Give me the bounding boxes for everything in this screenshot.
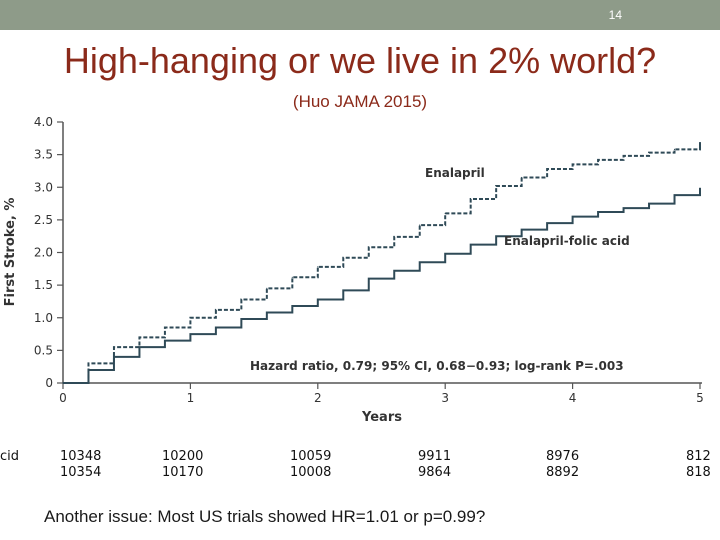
data-point <box>495 185 497 187</box>
data-point <box>521 176 523 179</box>
at-risk-table: cid 10348 10200 10059 9911 8976 812 10354 10170 1… <box>0 449 711 480</box>
at-risk-cell: 812 <box>686 449 711 464</box>
data-point <box>699 193 701 195</box>
series-label-enalapril-folic-acid: Enalapril-folic acid <box>504 234 630 248</box>
chart-series <box>62 142 701 384</box>
at-risk-cell: 8892 <box>546 465 579 480</box>
y-tick-label: 2.5 <box>34 213 53 227</box>
at-risk-cell: 10059 <box>290 449 331 464</box>
data-point <box>266 311 268 314</box>
slide-title: High-hanging or we live in 2% world? <box>63 40 657 81</box>
y-axis-title: First Stroke, % <box>3 198 18 307</box>
data-point <box>673 148 676 151</box>
data-point <box>572 163 574 166</box>
data-point <box>342 289 344 291</box>
data-point <box>317 266 319 268</box>
data-point <box>419 224 421 226</box>
y-tick-label: 3.5 <box>34 148 53 162</box>
data-point <box>521 229 523 231</box>
at-risk-cell: 9911 <box>418 449 451 464</box>
y-tick-label: 2.0 <box>34 246 53 260</box>
data-point <box>393 270 395 272</box>
data-point <box>622 155 625 157</box>
data-point <box>266 287 268 289</box>
data-point <box>572 216 574 218</box>
chart-axes: 0 0.5 1.0 1.5 2.0 2.5 3.0 3.5 4.0 0 1 2 3 4 5 <box>34 115 704 405</box>
y-tick-label: 1.0 <box>34 311 53 325</box>
y-tick-label: 0.5 <box>34 343 53 357</box>
data-point <box>597 159 599 161</box>
data-point <box>138 336 141 338</box>
y-tick-label: 3.0 <box>34 180 53 194</box>
data-point <box>189 333 191 335</box>
data-point <box>291 276 293 278</box>
at-risk-cell: 10008 <box>290 465 331 480</box>
y-tick-label: 0 <box>45 376 53 390</box>
data-point <box>444 253 446 255</box>
data-point <box>470 198 472 200</box>
data-point <box>368 278 370 280</box>
series-line-enalapril <box>63 148 701 384</box>
data-point <box>240 318 242 320</box>
data-point <box>546 222 548 224</box>
data-point <box>189 317 191 319</box>
data-point <box>317 298 319 301</box>
data-point <box>215 326 217 329</box>
data-point <box>622 207 625 209</box>
y-axis-title-group: First Stroke, % <box>3 198 18 307</box>
data-point <box>673 194 676 196</box>
data-point <box>113 356 115 358</box>
x-tick-label: 1 <box>187 391 195 405</box>
at-risk-cell: 818 <box>686 465 711 480</box>
slide-number: 14 <box>608 8 622 22</box>
at-risk-cell: 10348 <box>60 449 101 464</box>
data-point <box>113 346 115 348</box>
hazard-ratio-annotation: Hazard ratio, 0.79; 95% CI, 0.68−0.93; l… <box>250 359 624 373</box>
data-point <box>444 212 446 214</box>
at-risk-cell: 10200 <box>162 449 203 464</box>
data-point <box>393 236 395 238</box>
x-tick-label: 2 <box>314 391 322 405</box>
at-risk-label: cid <box>0 449 19 464</box>
data-point <box>597 211 599 213</box>
data-point <box>164 339 166 342</box>
x-tick-label: 3 <box>441 391 449 405</box>
data-point <box>62 382 64 384</box>
kaplan-meier-chart: 0 0.5 1.0 1.5 2.0 2.5 3.0 3.5 4.0 0 1 2 3 4 5 First St… <box>0 115 711 480</box>
data-point <box>342 257 344 259</box>
data-point <box>87 369 90 371</box>
y-tick-label: 1.5 <box>34 278 53 292</box>
series-line-enalapril-folic-acid <box>63 193 701 384</box>
data-point <box>546 168 548 170</box>
data-point <box>699 147 701 149</box>
x-tick-label: 5 <box>696 391 704 405</box>
data-point <box>291 305 293 307</box>
data-point <box>164 326 166 329</box>
data-point <box>240 298 242 301</box>
at-risk-cell: 8976 <box>546 449 579 464</box>
data-point <box>648 152 650 154</box>
data-point <box>368 246 370 248</box>
data-point <box>495 235 497 237</box>
data-point <box>215 309 217 311</box>
at-risk-cell: 10354 <box>60 465 101 480</box>
x-axis-title: Years <box>361 410 402 425</box>
y-tick-label: 4.0 <box>34 115 53 129</box>
x-tick-label: 4 <box>569 391 577 405</box>
data-point <box>87 362 90 365</box>
at-risk-cell: 10170 <box>162 465 203 480</box>
series-label-enalapril: Enalapril <box>425 166 485 180</box>
data-point <box>648 202 650 205</box>
slide-subtitle: (Huo JAMA 2015) <box>292 92 428 111</box>
slide-footer-note: Another issue: Most US trials showed HR=… <box>44 507 486 526</box>
at-risk-cell: 9864 <box>418 465 451 480</box>
data-point <box>470 244 472 246</box>
data-point <box>138 346 141 348</box>
data-point <box>419 261 421 263</box>
top-bar: 14 <box>0 0 720 30</box>
x-tick-label: 0 <box>59 391 67 405</box>
